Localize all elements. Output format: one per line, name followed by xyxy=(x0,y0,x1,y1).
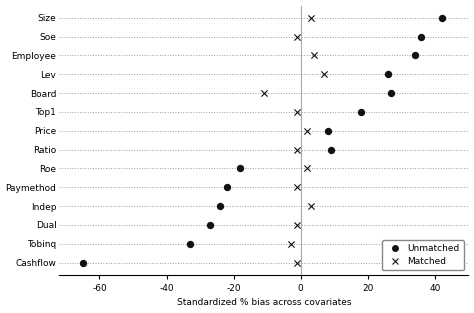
Point xyxy=(186,241,194,246)
Point xyxy=(307,15,315,20)
Point xyxy=(304,128,311,133)
Point xyxy=(418,34,425,39)
Point xyxy=(293,110,301,115)
Point xyxy=(293,260,301,265)
Point xyxy=(320,72,328,77)
Point xyxy=(307,204,315,209)
Point xyxy=(293,34,301,39)
Legend: Unmatched, Matched: Unmatched, Matched xyxy=(382,240,464,270)
Point xyxy=(223,185,231,190)
Point xyxy=(324,128,331,133)
Point xyxy=(260,91,268,96)
Point xyxy=(237,166,244,171)
Point xyxy=(293,147,301,152)
Point xyxy=(217,204,224,209)
Point xyxy=(388,91,395,96)
Point xyxy=(206,223,214,228)
Point xyxy=(293,223,301,228)
Point xyxy=(357,110,365,115)
Point xyxy=(438,15,446,20)
Point xyxy=(384,72,392,77)
Point xyxy=(327,147,335,152)
Point xyxy=(411,53,419,58)
Point xyxy=(79,260,86,265)
Point xyxy=(293,185,301,190)
Point xyxy=(310,53,318,58)
Point xyxy=(287,241,294,246)
Point xyxy=(304,166,311,171)
X-axis label: Standardized % bias across covariates: Standardized % bias across covariates xyxy=(177,298,351,307)
